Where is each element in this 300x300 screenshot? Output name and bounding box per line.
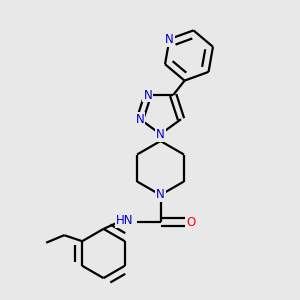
Text: N: N [156, 188, 165, 202]
Text: HN: HN [116, 214, 134, 227]
Text: N: N [136, 113, 144, 126]
Text: N: N [165, 33, 174, 46]
Text: N: N [156, 128, 165, 141]
Text: N: N [143, 88, 152, 101]
Text: O: O [187, 215, 196, 229]
